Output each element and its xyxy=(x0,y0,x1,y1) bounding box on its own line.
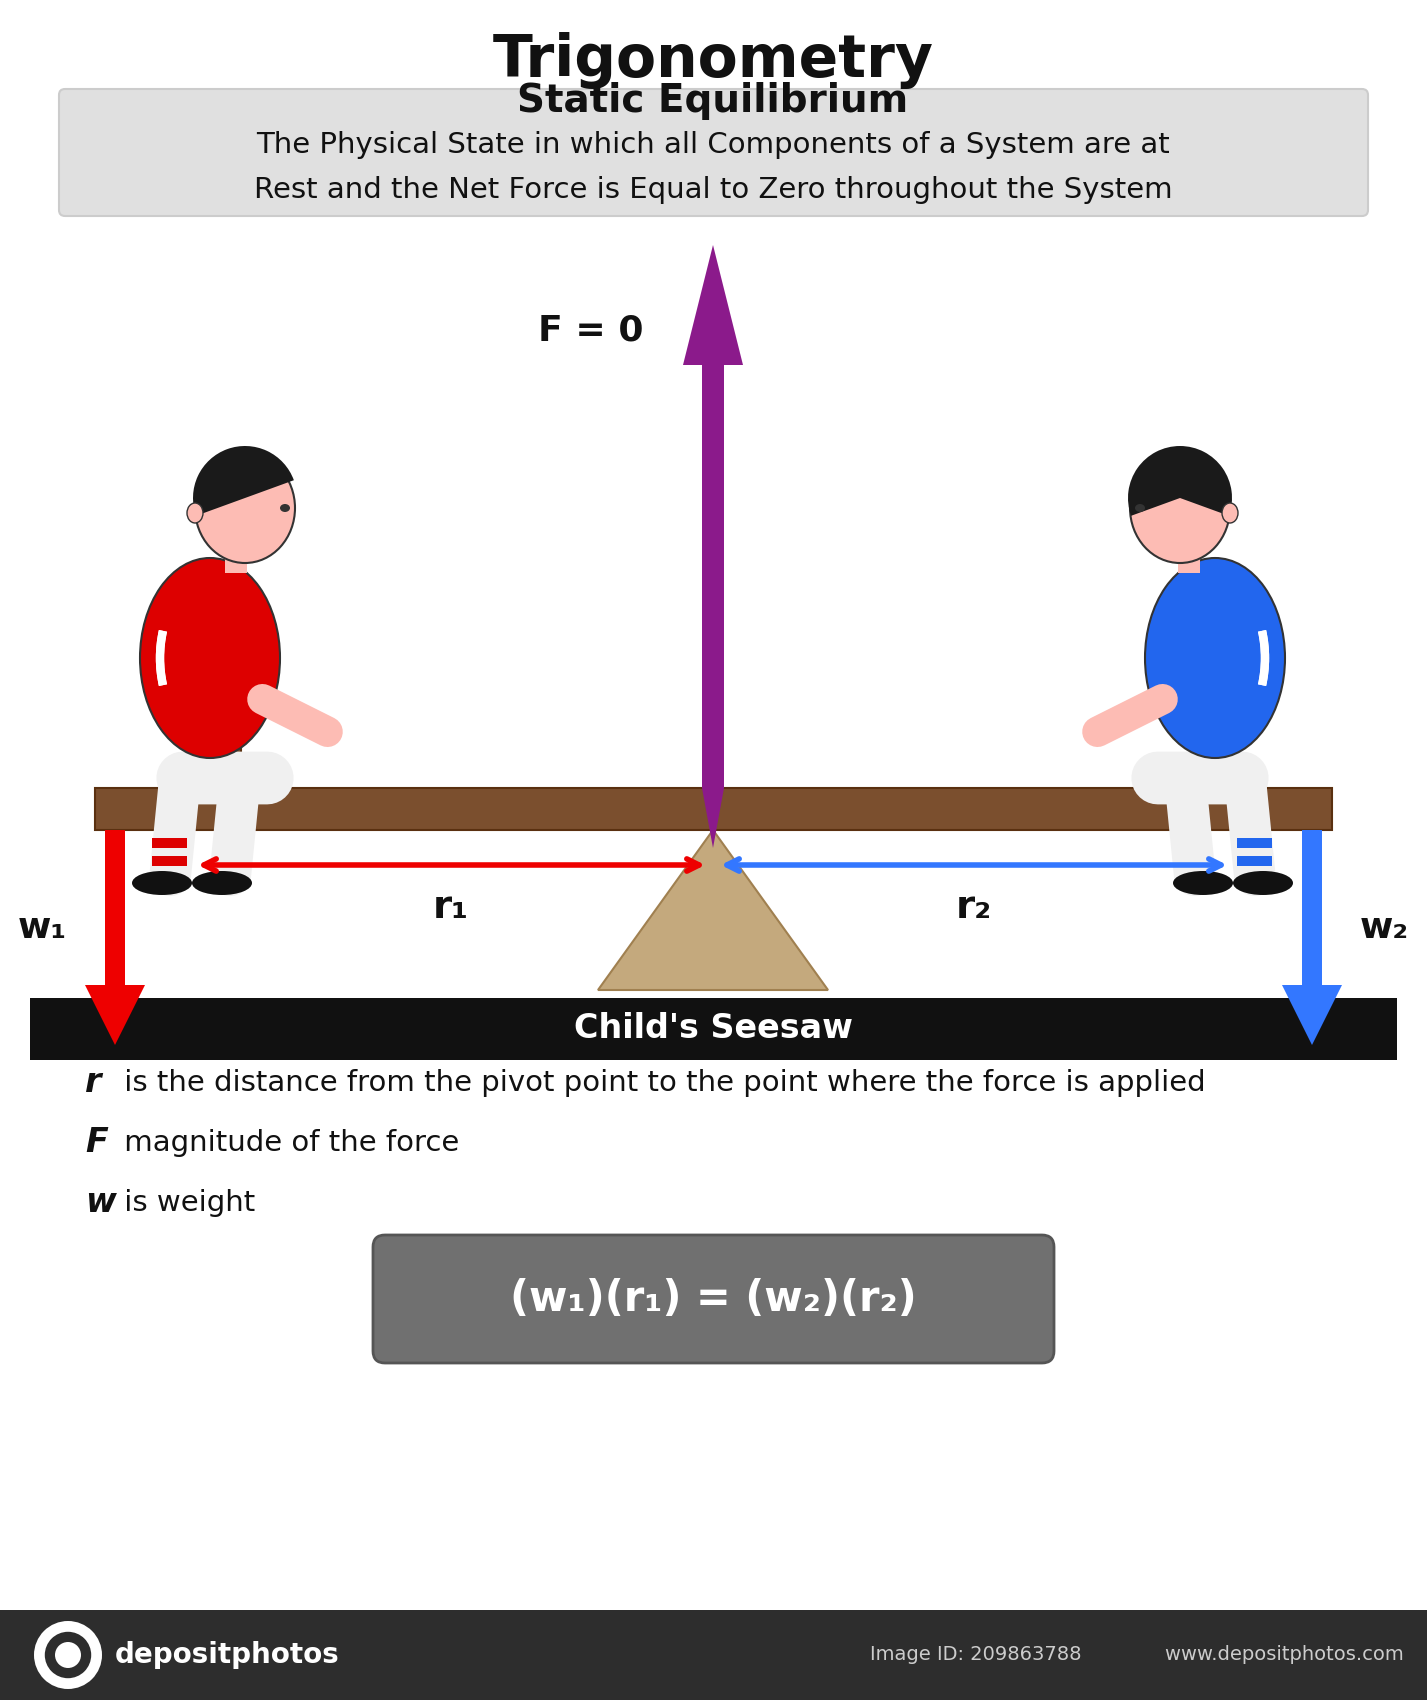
FancyArrowPatch shape xyxy=(263,699,328,731)
Bar xyxy=(96,789,1331,830)
FancyBboxPatch shape xyxy=(59,88,1368,216)
Ellipse shape xyxy=(1134,503,1144,512)
Text: r: r xyxy=(86,1066,101,1100)
FancyBboxPatch shape xyxy=(372,1234,1055,1363)
Text: w₂: w₂ xyxy=(1360,911,1408,945)
Wedge shape xyxy=(193,445,294,515)
Bar xyxy=(1237,857,1271,865)
Text: magnitude of the force: magnitude of the force xyxy=(116,1129,459,1158)
Wedge shape xyxy=(1127,445,1232,515)
Bar xyxy=(1237,838,1271,848)
Ellipse shape xyxy=(1144,558,1284,758)
Circle shape xyxy=(41,1629,94,1681)
Ellipse shape xyxy=(280,503,290,512)
Circle shape xyxy=(56,1642,81,1668)
Text: r₂: r₂ xyxy=(956,887,992,926)
Polygon shape xyxy=(598,830,828,989)
Polygon shape xyxy=(1281,984,1341,1046)
FancyArrowPatch shape xyxy=(1246,780,1254,876)
Text: Child's Seesaw: Child's Seesaw xyxy=(574,1013,852,1046)
Ellipse shape xyxy=(1222,503,1239,524)
Polygon shape xyxy=(702,789,723,848)
Ellipse shape xyxy=(193,870,253,894)
Text: r₁: r₁ xyxy=(432,887,469,926)
Ellipse shape xyxy=(140,558,280,758)
Text: (w₁)(r₁) = (w₂)(r₂): (w₁)(r₁) = (w₂)(r₂) xyxy=(509,1278,916,1319)
Text: w: w xyxy=(86,1187,116,1219)
FancyArrowPatch shape xyxy=(1097,699,1163,731)
FancyArrowPatch shape xyxy=(170,780,180,876)
Bar xyxy=(1179,537,1200,573)
Bar xyxy=(1190,668,1216,789)
Bar xyxy=(30,998,1397,1061)
Ellipse shape xyxy=(195,452,295,563)
Ellipse shape xyxy=(1233,870,1293,894)
Bar xyxy=(106,830,126,984)
Text: The Physical State in which all Components of a System are at: The Physical State in which all Componen… xyxy=(255,131,1170,160)
Text: Image ID: 209863788: Image ID: 209863788 xyxy=(870,1646,1082,1664)
Bar xyxy=(215,668,241,789)
Text: is weight: is weight xyxy=(116,1188,255,1217)
Bar xyxy=(702,366,723,789)
Text: Static Equilibrium: Static Equilibrium xyxy=(518,82,909,121)
FancyArrowPatch shape xyxy=(230,780,240,876)
Ellipse shape xyxy=(1130,452,1230,563)
Text: F = 0: F = 0 xyxy=(538,313,644,347)
Ellipse shape xyxy=(1173,870,1233,894)
Text: depositphotos: depositphotos xyxy=(116,1640,340,1669)
Ellipse shape xyxy=(187,503,203,524)
Polygon shape xyxy=(86,984,146,1046)
Bar xyxy=(153,838,187,848)
Bar xyxy=(225,537,247,573)
Text: www.depositphotos.com: www.depositphotos.com xyxy=(1140,1646,1404,1664)
Bar xyxy=(153,857,187,865)
Text: is the distance from the pivot point to the point where the force is applied: is the distance from the pivot point to … xyxy=(116,1069,1206,1096)
Text: F: F xyxy=(86,1127,108,1159)
Text: Trigonometry: Trigonometry xyxy=(492,32,933,88)
Bar xyxy=(0,1610,1427,1700)
Ellipse shape xyxy=(133,870,193,894)
Polygon shape xyxy=(684,245,743,366)
Circle shape xyxy=(34,1622,101,1690)
Text: Rest and the Net Force is Equal to Zero throughout the System: Rest and the Net Force is Equal to Zero … xyxy=(254,177,1173,204)
FancyArrowPatch shape xyxy=(1186,780,1194,876)
Text: w₁: w₁ xyxy=(19,911,67,945)
Bar xyxy=(1301,830,1321,984)
